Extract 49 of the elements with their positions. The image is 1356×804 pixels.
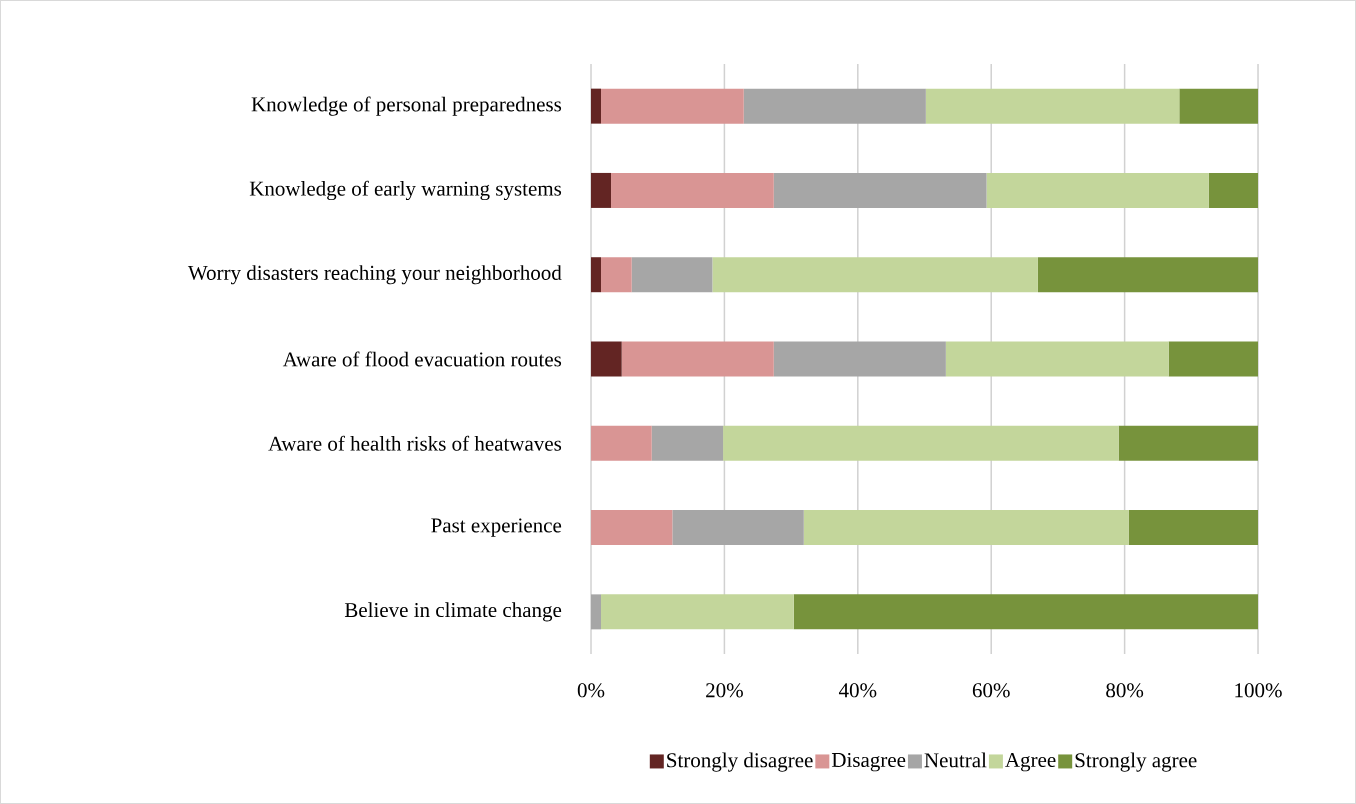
x-tick-label: 80% <box>1106 683 1144 698</box>
bar <box>591 510 673 546</box>
y-tick-label: Worry disasters reaching your neighborhood <box>187 265 562 285</box>
legend-label: Strongly agree <box>1075 752 1197 772</box>
y-tick-label: Knowledge of early warning systems <box>249 180 562 201</box>
legend-label: Neutral <box>924 752 987 768</box>
bar <box>803 510 1129 546</box>
bar <box>591 88 602 124</box>
bar <box>591 594 602 630</box>
bar <box>1179 88 1259 124</box>
bar <box>1128 510 1259 546</box>
bar <box>945 341 1169 377</box>
bar <box>591 425 652 461</box>
bar <box>925 88 1180 124</box>
bar <box>651 425 724 461</box>
y-tick-label: Knowledge of personal preparedness <box>251 96 562 116</box>
x-tick-label: 0% <box>577 683 605 698</box>
bar <box>986 172 1209 208</box>
bar <box>793 594 1259 630</box>
bar <box>601 594 794 630</box>
x-tick-label: 100% <box>1235 683 1282 698</box>
bar <box>743 88 926 124</box>
bar <box>1037 257 1259 293</box>
bar <box>601 88 744 124</box>
bar <box>1208 172 1259 208</box>
y-tick-label: Believe in climate change <box>344 602 562 622</box>
bar <box>1168 341 1259 377</box>
bar <box>591 257 602 293</box>
bar <box>591 172 612 208</box>
x-tick-label: 20% <box>706 683 743 698</box>
y-tick-label: Aware of flood evacuation routes <box>282 351 562 367</box>
x-tick-label: 40% <box>838 683 877 698</box>
bar <box>712 257 1038 293</box>
bar <box>773 341 946 377</box>
bar <box>773 172 987 208</box>
bar <box>631 257 713 293</box>
bar <box>1118 425 1259 461</box>
legend-label: Agree <box>1005 752 1056 772</box>
bar <box>611 172 774 208</box>
bar <box>601 257 632 293</box>
x-tick-label: 60% <box>972 683 1010 698</box>
bar <box>672 510 804 546</box>
bar <box>621 341 774 377</box>
legend-label: Strongly disagree <box>667 752 813 772</box>
y-tick-label: Aware of health risks of heatwaves <box>268 435 562 451</box>
bar <box>723 425 1119 461</box>
legend-label: Disagree <box>831 752 906 772</box>
bar <box>591 341 622 377</box>
y-tick-label: Past experience <box>431 518 562 537</box>
